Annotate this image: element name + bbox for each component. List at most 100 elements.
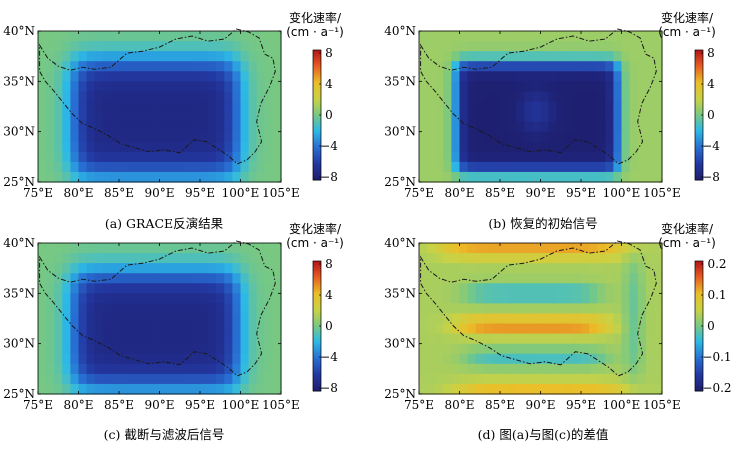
heatmap-cell bbox=[135, 313, 144, 325]
heatmap-cell bbox=[491, 81, 501, 92]
heatmap-cell bbox=[508, 363, 517, 375]
heatmap-cell bbox=[451, 41, 461, 52]
heatmap-cell bbox=[248, 51, 258, 62]
heatmap-cell bbox=[54, 141, 63, 153]
heatmap-cell bbox=[191, 303, 201, 315]
colorbar-segment bbox=[313, 171, 321, 175]
heatmap-cell bbox=[524, 141, 533, 153]
heatmap-cell bbox=[208, 121, 217, 133]
heatmap-cell bbox=[427, 161, 436, 173]
x-tick-label: 100°E bbox=[222, 186, 260, 200]
heatmap-cell bbox=[62, 121, 71, 133]
heatmap-cell bbox=[524, 273, 533, 284]
heatmap-cell bbox=[151, 253, 161, 264]
heatmap-cell bbox=[78, 263, 88, 274]
heatmap-cell bbox=[143, 31, 152, 42]
panel-d: 75°E 80°E 85°E 90°E 95°E 100°E 105°E40°N35°N30… bbox=[384, 221, 731, 442]
heatmap-cell bbox=[419, 333, 428, 345]
heatmap-cell bbox=[467, 363, 477, 375]
heatmap-cell bbox=[264, 343, 274, 355]
colorbar-segment bbox=[695, 386, 703, 390]
colorbar-segment bbox=[695, 139, 703, 142]
colorbar-segment bbox=[313, 273, 321, 276]
heatmap-cell bbox=[419, 91, 428, 103]
heatmap-cell bbox=[240, 323, 250, 335]
heatmap-cell bbox=[256, 263, 266, 274]
heatmap-cell bbox=[491, 383, 501, 395]
heatmap-cell bbox=[443, 363, 452, 375]
heatmap-cell bbox=[653, 293, 663, 304]
heatmap-cell bbox=[475, 363, 485, 375]
panel-caption: (a) GRACE反演结果 bbox=[105, 216, 224, 231]
heatmap-cell bbox=[151, 333, 161, 345]
heatmap-cell bbox=[127, 273, 136, 284]
x-tick-label: 95°E bbox=[185, 186, 215, 200]
heatmap-cell bbox=[435, 363, 444, 375]
colorbar-segment bbox=[695, 380, 703, 384]
heatmap-cell bbox=[532, 273, 542, 284]
heatmap-cell bbox=[191, 41, 201, 52]
heatmap-cell bbox=[435, 151, 444, 163]
heatmap-cell bbox=[451, 303, 461, 315]
colorbar-segment bbox=[313, 291, 321, 294]
colorbar-segment bbox=[313, 119, 321, 122]
heatmap-cell bbox=[183, 353, 193, 365]
heatmap-cell bbox=[143, 303, 152, 315]
heatmap-cell bbox=[451, 141, 461, 153]
heatmap-cell bbox=[151, 61, 161, 72]
heatmap-cell bbox=[183, 51, 193, 62]
heatmap-cell bbox=[556, 71, 566, 82]
heatmap-cell bbox=[467, 81, 477, 92]
heatmap-cell bbox=[110, 323, 120, 335]
heatmap-cell bbox=[491, 373, 501, 385]
heatmap-cell bbox=[224, 161, 233, 173]
heatmap-cell bbox=[86, 101, 96, 113]
colorbar-segment bbox=[313, 386, 321, 390]
heatmap-cell bbox=[38, 41, 47, 52]
heatmap-cell bbox=[143, 171, 152, 183]
heatmap-cell bbox=[435, 171, 444, 183]
heatmap-cell bbox=[556, 171, 566, 183]
heatmap-cell bbox=[443, 263, 452, 274]
y-tick-label: 35°N bbox=[384, 286, 416, 300]
heatmap-cell bbox=[272, 243, 282, 254]
heatmap-cell bbox=[208, 313, 217, 325]
heatmap-cell bbox=[451, 101, 461, 113]
colorbar-segment bbox=[313, 372, 321, 376]
heatmap-cell bbox=[256, 303, 266, 315]
colorbar-segment bbox=[695, 131, 703, 134]
heatmap-cell bbox=[629, 31, 639, 42]
heatmap-cell bbox=[621, 171, 631, 183]
heatmap-cell bbox=[264, 71, 274, 82]
heatmap-cell bbox=[143, 243, 152, 254]
heatmap-cell bbox=[159, 61, 169, 72]
heatmap-cell bbox=[491, 161, 501, 173]
heatmap-cell bbox=[427, 111, 436, 123]
heatmap-cell bbox=[62, 91, 71, 103]
heatmap-cell bbox=[548, 383, 558, 395]
heatmap-cell bbox=[38, 363, 47, 375]
heatmap-cell bbox=[175, 111, 185, 123]
colorbar-segment bbox=[695, 123, 703, 126]
heatmap-cell bbox=[135, 373, 144, 385]
heatmap-cell bbox=[508, 353, 517, 365]
colorbar-segment bbox=[313, 328, 321, 331]
heatmap-cell bbox=[191, 273, 201, 284]
heatmap-cell bbox=[427, 243, 436, 254]
heatmap-cell bbox=[597, 303, 606, 315]
colorbar-segment bbox=[313, 74, 321, 77]
heatmap-cell bbox=[232, 353, 242, 365]
heatmap-cell bbox=[645, 253, 655, 264]
colorbar-segment bbox=[313, 311, 321, 315]
heatmap-cell bbox=[38, 263, 47, 274]
heatmap-cell bbox=[135, 51, 144, 62]
colorbar-segment bbox=[313, 342, 321, 345]
heatmap-cell bbox=[159, 121, 169, 133]
heatmap-cell bbox=[491, 313, 501, 325]
heatmap-cell bbox=[556, 101, 566, 113]
heatmap-cell bbox=[38, 151, 47, 163]
heatmap-cell bbox=[54, 243, 63, 254]
heatmap-cell bbox=[183, 151, 193, 163]
heatmap-cell bbox=[629, 131, 639, 143]
heatmap-cell bbox=[159, 111, 169, 123]
